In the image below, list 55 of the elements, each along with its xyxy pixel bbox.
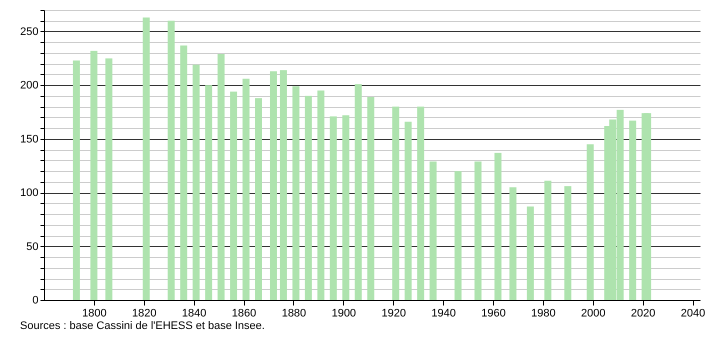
bar (404, 122, 412, 300)
x-tick-label: 1920 (381, 308, 406, 320)
x-tick-label: 2020 (630, 308, 656, 320)
bar (474, 161, 482, 300)
y-tick-label: 150 (20, 133, 38, 146)
bar (292, 86, 300, 300)
bar (168, 20, 175, 300)
bar (90, 50, 98, 300)
bar (526, 206, 534, 300)
bar (280, 70, 287, 300)
x-tick-label: 2000 (581, 308, 606, 320)
bar (494, 152, 502, 300)
y-tick-label: 0 (32, 294, 38, 306)
bar (586, 144, 594, 300)
x-tick-label: 1960 (481, 308, 506, 320)
bar (218, 54, 225, 300)
bar (392, 106, 400, 300)
x-tick-label: 1980 (531, 308, 556, 320)
bar (317, 90, 324, 300)
bar (330, 116, 337, 300)
x-tick-label: 1800 (82, 308, 107, 320)
bar (192, 64, 200, 300)
bar (230, 92, 238, 300)
y-tick-label: 50 (26, 240, 38, 253)
bar (430, 161, 437, 300)
x-tick-label: 1820 (132, 308, 157, 320)
bar (564, 186, 572, 300)
x-tick-label: 1840 (182, 308, 206, 320)
source-note: Sources : base Cassini de l'EHESS et base Insee. (20, 320, 265, 332)
y-tick-label: 250 (20, 26, 38, 38)
bar (367, 97, 374, 300)
bar (509, 187, 516, 300)
bar (454, 171, 462, 300)
y-tick-label: 200 (20, 80, 38, 92)
bar (72, 60, 80, 300)
bar (255, 98, 262, 300)
bar (417, 106, 424, 300)
bar (629, 120, 636, 300)
bar (105, 58, 112, 300)
bar (354, 84, 362, 300)
x-tick-label: 1900 (332, 308, 356, 320)
bar (342, 115, 350, 300)
bar (180, 45, 188, 300)
bar (544, 180, 552, 300)
x-tick-label: 2040 (680, 308, 706, 320)
bar (304, 96, 312, 300)
bar (644, 113, 652, 300)
bar (270, 71, 277, 300)
bar (242, 78, 250, 300)
bar (205, 85, 212, 300)
x-tick-label: 1880 (282, 308, 306, 320)
bar (142, 18, 150, 300)
x-tick-label: 1860 (232, 308, 256, 320)
y-tick-label: 100 (20, 187, 38, 200)
x-tick-label: 1940 (431, 308, 456, 320)
